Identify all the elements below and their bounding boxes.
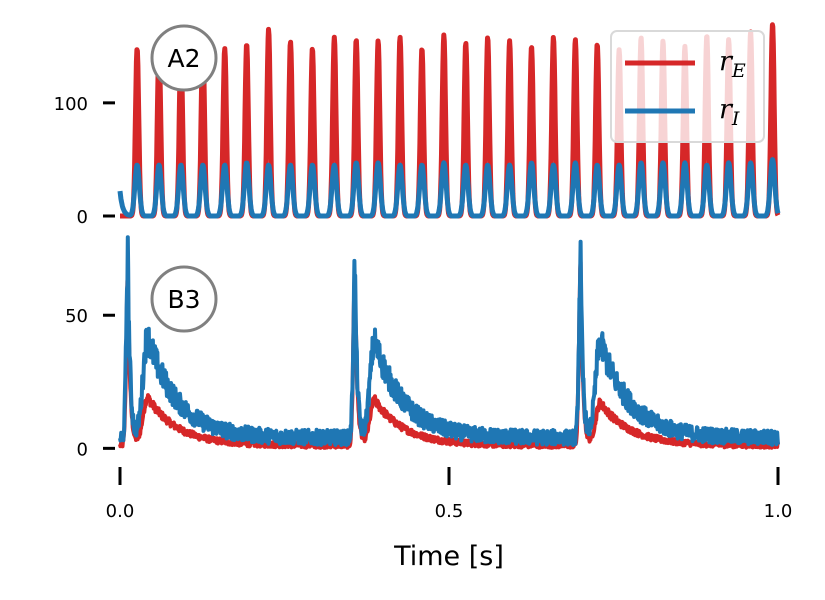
- legend-label-re: rE: [719, 46, 746, 82]
- legend: rE rI: [610, 30, 765, 143]
- y-tick-label-a2: 0: [77, 207, 88, 228]
- panel-a2-badge: A2: [150, 24, 218, 92]
- x-tick-label-b3: 0.5: [435, 501, 464, 522]
- series-ri-a2: [117, 157, 781, 219]
- x-tick-label-b3: 0.0: [106, 501, 135, 522]
- panel-a2-y-axis: 0 100: [54, 94, 115, 228]
- y-tick-label-a2: 100: [54, 94, 88, 115]
- panel-b3-label: B3: [167, 285, 200, 314]
- y-tick-label-b3: 0: [77, 439, 88, 460]
- panel-a2-label: A2: [167, 44, 200, 73]
- panel-b3-x-axis: 0.0 0.5 1.0: [106, 467, 793, 522]
- legend-box: [610, 30, 765, 143]
- panel-b3-badge-circle: [150, 265, 218, 333]
- panel-a2: 0 100 A2 rE rI: [54, 22, 781, 228]
- x-axis-title: Time [s]: [393, 541, 504, 572]
- panel-a2-badge-circle: [150, 24, 218, 92]
- panel-b3-plot-area: [118, 235, 780, 450]
- panel-a2-plot-area: [117, 22, 781, 219]
- y-tick-label-b3: 50: [65, 306, 88, 327]
- panel-b3-badge: B3: [150, 265, 218, 333]
- panel-b3: 0 50 0.0 0.5 1.0 B3 Time [s]: [65, 235, 793, 572]
- x-tick-label-b3: 1.0: [764, 501, 793, 522]
- legend-label-ri: rI: [719, 94, 740, 130]
- series-re-b3: [118, 260, 780, 450]
- series-ri-b3: [118, 235, 780, 448]
- panel-b3-y-axis: 0 50: [65, 306, 115, 460]
